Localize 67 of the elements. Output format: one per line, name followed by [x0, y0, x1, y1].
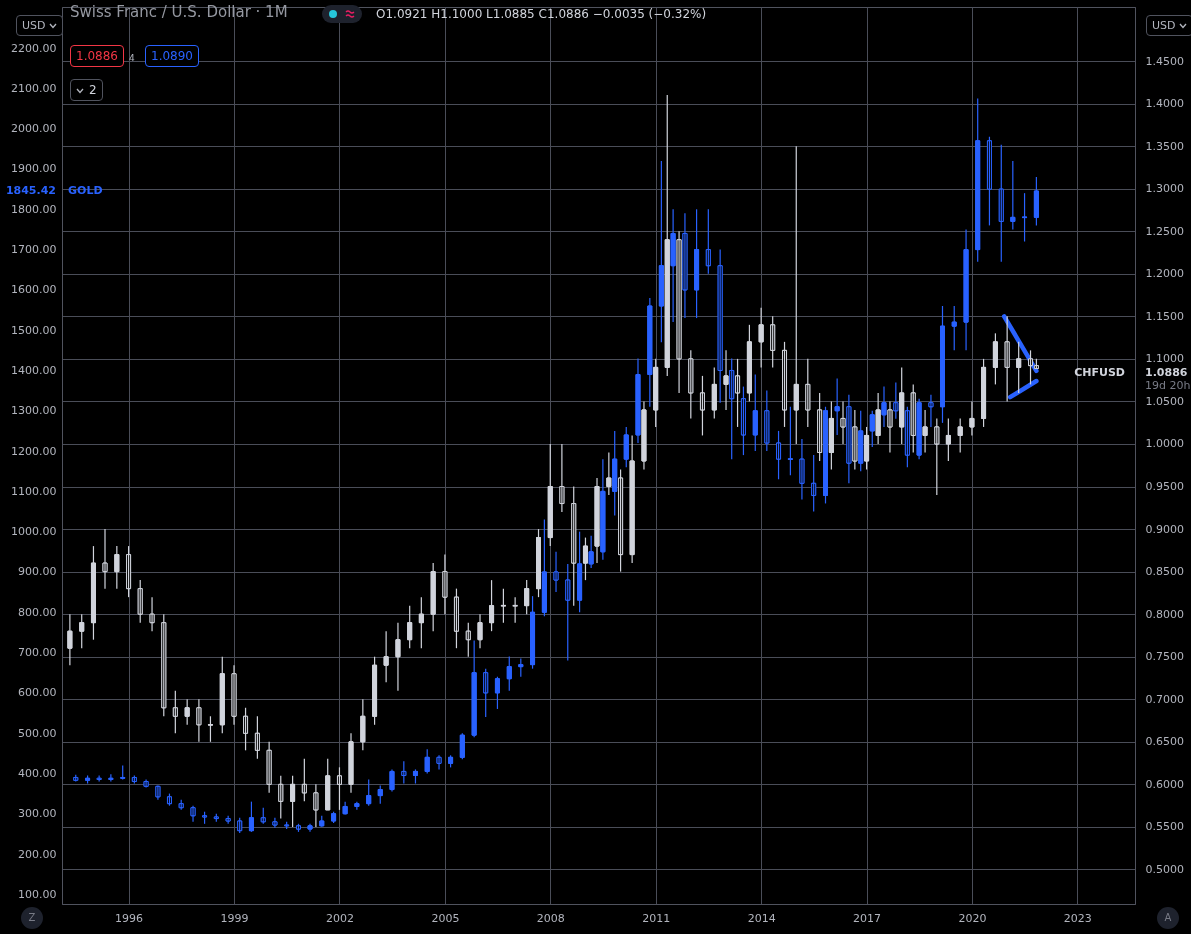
- y2-tick-label: 1.3000: [1145, 182, 1184, 196]
- y2-tick-label: 1.4500: [1145, 54, 1184, 68]
- y2-tick-label: 0.6500: [1145, 735, 1184, 749]
- y2-tick-label: 1.1500: [1145, 309, 1184, 323]
- y-tick-label: 700.00: [18, 646, 57, 660]
- x-tick-label: 2014: [747, 911, 776, 925]
- text: 1.0886: [1145, 365, 1188, 379]
- y-tick-label: 600.00: [18, 686, 57, 700]
- text: A: [1157, 907, 1179, 929]
- y2-tick-label: 1.3500: [1145, 139, 1184, 153]
- y-tick-label: 1600.00: [11, 283, 57, 297]
- x-tick-label: 2011: [642, 911, 671, 925]
- y2-tick-label: 1.2000: [1145, 267, 1184, 281]
- x-tick-label: 2008: [536, 911, 565, 925]
- y-tick-label: 1400.00: [11, 363, 57, 377]
- y2-tick-label: 0.5000: [1145, 862, 1184, 876]
- y-tick-label: 1500.00: [11, 323, 57, 337]
- y2-tick-label: 0.9500: [1145, 480, 1184, 494]
- text: 19d 20h: [1145, 378, 1191, 392]
- annotation: 4: [129, 53, 135, 63]
- y2-tick-label: 0.7000: [1145, 692, 1184, 706]
- chart-title: Swiss Franc / U.S. Dollar · 1M: [70, 3, 288, 21]
- text: CHFUSD: [1074, 365, 1125, 379]
- x-tick-label: 2017: [853, 911, 882, 925]
- y-tick-label: 1300.00: [11, 404, 57, 418]
- y2-tick-label: 1.1000: [1145, 352, 1184, 366]
- y2-tick-label: 0.6000: [1145, 777, 1184, 791]
- text: USD: [16, 15, 63, 36]
- x-tick-label: 2002: [325, 911, 354, 925]
- text: GOLD: [68, 183, 103, 197]
- y2-tick-label: 0.8500: [1145, 565, 1184, 579]
- y2-tick-label: 0.5500: [1145, 820, 1184, 834]
- y-tick-label: 1100.00: [11, 484, 57, 498]
- annotation: O1.0921 H1.1000 L1.0885 C1.0886 −0.0035 (−0.32%): [376, 7, 707, 21]
- text: Z: [21, 907, 43, 929]
- annotation: 1.0890: [145, 45, 199, 67]
- y-tick-label: 300.00: [18, 807, 57, 821]
- y-tick-label: 1800.00: [11, 202, 57, 216]
- y2-tick-label: 0.7500: [1145, 650, 1184, 664]
- y-tick-label: 1900.00: [11, 162, 57, 176]
- y-tick-label: 500.00: [18, 726, 57, 740]
- y2-tick-label: 0.8000: [1145, 607, 1184, 621]
- x-tick-label: 1999: [220, 911, 249, 925]
- y-tick-label: 2100.00: [11, 81, 57, 95]
- x-tick-label: 2005: [431, 911, 460, 925]
- x-tick-label: 2020: [958, 911, 987, 925]
- y2-tick-label: 1.2500: [1145, 224, 1184, 238]
- y-tick-label: 800.00: [18, 605, 57, 619]
- y-tick-label: 1200.00: [11, 444, 57, 458]
- y-tick-label: 2200.00: [11, 41, 57, 55]
- y-tick-label: 2000.00: [11, 122, 57, 136]
- y2-tick-label: 1.4000: [1145, 97, 1184, 111]
- annotation: 1.0886: [70, 45, 124, 67]
- y-tick-label: 1000.00: [11, 525, 57, 539]
- y-tick-label: 100.00: [18, 887, 57, 901]
- y-tick-label: 400.00: [18, 766, 57, 780]
- y-tick-label: 900.00: [18, 565, 57, 579]
- y-tick-label: 1700.00: [11, 243, 57, 257]
- y-tick-label: 200.00: [18, 847, 57, 861]
- y2-tick-label: 1.0000: [1145, 437, 1184, 451]
- y2-tick-label: 1.0500: [1145, 394, 1184, 408]
- text: USD: [1146, 15, 1191, 36]
- annotation: 2: [70, 79, 103, 101]
- x-tick-label: 2023: [1063, 911, 1092, 925]
- y2-tick-label: 0.9000: [1145, 522, 1184, 536]
- text: 1845.42: [5, 183, 56, 197]
- x-tick-label: 1996: [115, 911, 144, 925]
